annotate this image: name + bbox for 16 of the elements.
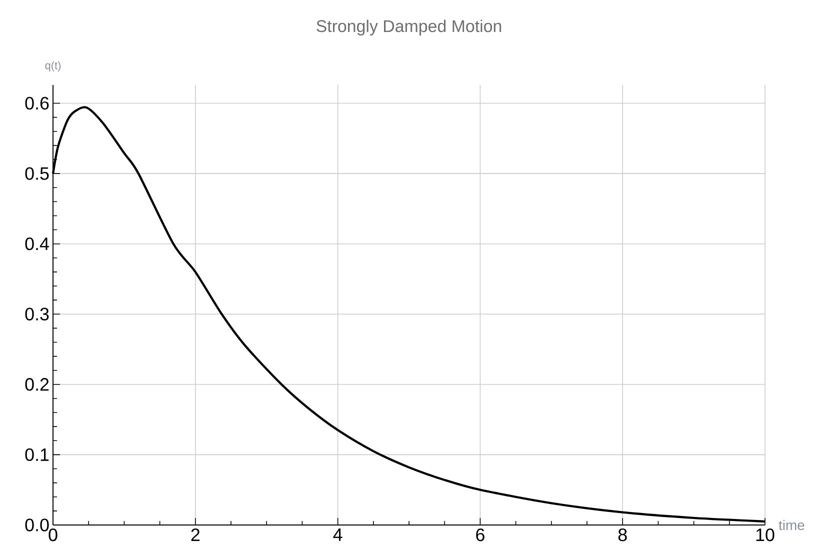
y-tick-label: 0.0 [25,518,49,532]
x-tick-label: 4 [333,528,342,541]
x-tick-label: 10 [756,528,774,542]
y-tick-label: 0.6 [25,96,49,110]
y-tick-label: 0.5 [25,167,49,180]
x-axis-title: time [778,520,804,530]
x-tick-label: 2 [191,528,200,542]
y-axis-title: q(t) [45,61,61,72]
x-tick-label: 6 [476,528,484,542]
x-tick-label: 0 [48,528,58,542]
y-tick-label: 0.2 [25,378,49,391]
y-tick-label: 0.1 [25,448,49,462]
y-tick-label: 0.4 [25,237,49,250]
x-tick-label: 8 [618,528,627,542]
chart-title: Strongly Damped Motion [316,20,502,36]
y-tick-label: 0.3 [25,308,49,320]
